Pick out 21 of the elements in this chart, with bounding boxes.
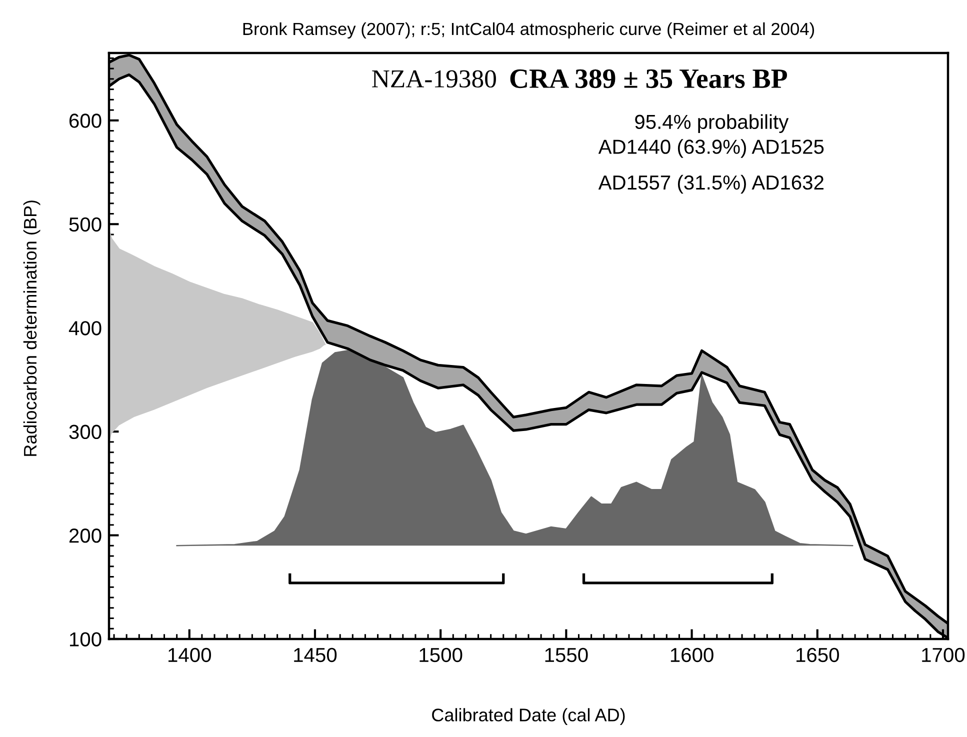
x-tick-label: 1400 <box>168 648 211 662</box>
x-tick-label: 1650 <box>796 648 839 662</box>
annotation: NZA-19380 <box>372 70 496 88</box>
annotation: 95.4% probability <box>635 114 789 133</box>
y-tick-label: 300 <box>69 424 102 440</box>
y-axis-title: Radiocarbon determination (BP) <box>23 200 40 456</box>
y-tick-label: 200 <box>69 528 102 543</box>
chart-title: Bronk Ramsey (2007); r:5; IntCal04 atmospheric curve (Reimer et al 2004) <box>243 22 814 39</box>
y-tick-label: 100 <box>70 632 102 646</box>
x-tick-label: 1450 <box>294 648 337 662</box>
annotation: AD1440 (63.9%) AD1525 <box>598 139 824 158</box>
y-tick-label: 600 <box>69 114 102 128</box>
x-tick-label: 1600 <box>670 648 714 662</box>
x-tick-label: 1700 <box>922 648 965 662</box>
x-tick-label: 1550 <box>545 648 588 662</box>
x-tick-label: 1500 <box>420 648 462 662</box>
x-axis-title: Calibrated Date (cal AD) <box>432 708 625 725</box>
annotation: CRA 389 ± 35 Years BP <box>510 69 788 88</box>
annotation: AD1557 (31.5%) AD1632 <box>598 174 824 194</box>
y-tick-label: 500 <box>69 217 102 232</box>
y-tick-label: 400 <box>68 321 102 336</box>
